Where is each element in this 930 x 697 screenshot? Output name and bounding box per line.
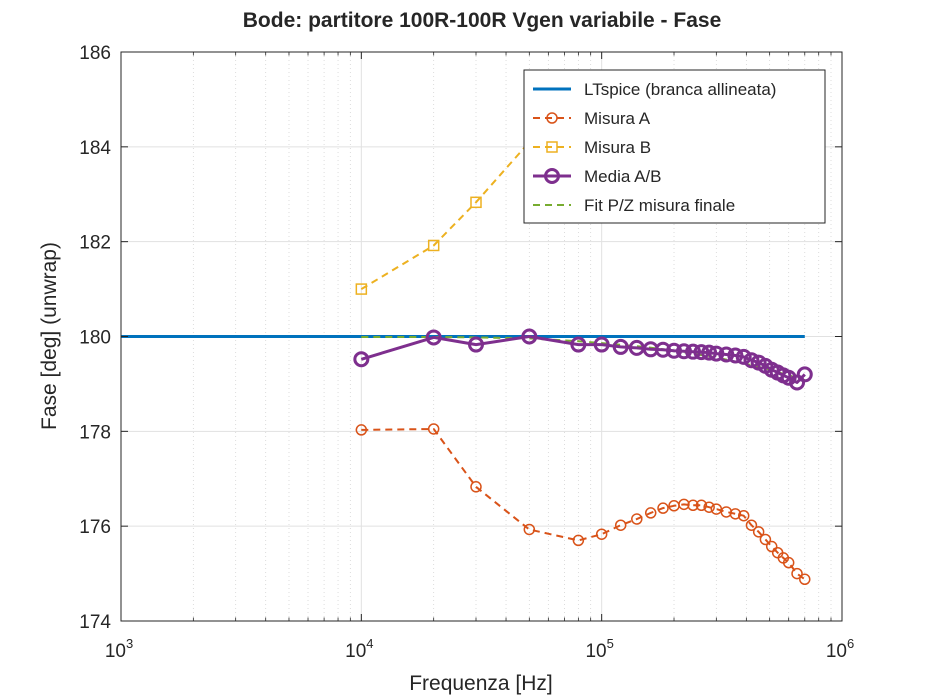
data-point <box>687 499 699 512</box>
x-tick-base: 10 <box>345 641 366 662</box>
data-point <box>614 519 627 531</box>
data-point <box>521 328 538 345</box>
legend-swatch-marker <box>544 168 560 184</box>
y-tick-label: 178 <box>79 422 111 443</box>
y-axis-label: Fase [deg] (unwrap) <box>38 242 61 430</box>
x-axis-label: Frequenza [Hz] <box>409 672 553 695</box>
data-point <box>678 498 690 511</box>
data-point <box>729 508 742 520</box>
legend-swatch-marker <box>546 112 558 124</box>
data-point <box>425 329 442 346</box>
data-point <box>666 342 683 359</box>
data-point <box>523 523 536 536</box>
data-point <box>701 344 718 361</box>
data-point <box>427 423 440 435</box>
data-point <box>612 338 629 355</box>
data-point <box>782 556 795 569</box>
data-point <box>745 519 758 531</box>
y-tick-label: 176 <box>79 517 111 538</box>
series-layer <box>121 136 813 586</box>
legend-label: Fit P/Z misura finale <box>584 196 735 215</box>
data-point <box>796 366 813 383</box>
x-tick-exponent: 6 <box>847 636 854 651</box>
legend-item: Fit P/Z misura finale <box>533 196 735 215</box>
y-tick-label: 184 <box>79 138 111 159</box>
legend-label: Misura B <box>584 138 651 157</box>
y-tick-label: 186 <box>79 43 111 64</box>
data-point <box>727 347 744 364</box>
x-tick-base: 10 <box>585 641 606 662</box>
x-tick-base: 10 <box>105 641 126 662</box>
series-line <box>360 141 531 290</box>
legend-swatch-marker <box>546 141 558 153</box>
data-point <box>675 343 692 360</box>
data-point <box>470 481 482 493</box>
data-point <box>427 239 440 252</box>
chart-title: Bode: partitore 100R-100R Vgen variabile… <box>243 9 722 32</box>
data-point <box>353 351 370 368</box>
x-tick-exponent: 4 <box>366 636 373 651</box>
y-tick-label: 180 <box>79 328 111 349</box>
y-tick-labels: 174 176 178 180 182 184 186 <box>79 43 111 633</box>
x-tick-label: 103 <box>105 636 133 662</box>
series-4 <box>353 328 813 391</box>
data-point <box>468 336 485 353</box>
y-tick-label: 182 <box>79 233 111 254</box>
data-point <box>657 502 669 514</box>
data-point <box>791 567 803 580</box>
x-tick-label: 105 <box>585 636 613 662</box>
data-point <box>693 344 710 361</box>
data-point <box>799 573 811 586</box>
legend-item: Misura B <box>533 138 651 157</box>
series-2 <box>355 423 811 586</box>
x-tick-labels: 103 104 105 106 <box>105 636 854 662</box>
data-point <box>752 526 765 538</box>
data-point <box>355 424 368 436</box>
legend-item: LTspice (branca allineata) <box>533 80 776 99</box>
data-point <box>644 507 657 519</box>
legend: LTspice (branca allineata) Misura A Misura… <box>523 69 826 224</box>
data-point <box>631 513 643 525</box>
data-point <box>735 348 752 365</box>
legend-item: Media A/B <box>533 167 662 186</box>
data-point <box>708 345 725 362</box>
data-point <box>703 501 715 513</box>
data-point <box>570 336 587 353</box>
legend-label: LTspice (branca allineata) <box>584 80 776 99</box>
data-point <box>737 509 750 522</box>
legend-label: Media A/B <box>584 167 662 186</box>
x-tick-label: 104 <box>345 636 373 662</box>
data-point <box>595 528 608 540</box>
legend-item: Misura A <box>533 109 651 128</box>
legend-box <box>523 69 826 224</box>
data-point <box>355 283 368 295</box>
legend-label: Misura A <box>584 109 651 128</box>
y-tick-label: 174 <box>79 612 111 633</box>
data-point <box>593 336 610 353</box>
x-tick-base: 10 <box>826 641 847 662</box>
x-tick-exponent: 5 <box>607 636 614 651</box>
data-point <box>470 196 482 209</box>
data-point <box>765 540 778 553</box>
data-point <box>695 499 708 512</box>
x-tick-exponent: 3 <box>126 636 133 651</box>
x-tick-label: 106 <box>826 636 854 662</box>
series-line <box>360 335 806 384</box>
data-point <box>759 533 772 546</box>
data-point <box>743 352 760 369</box>
data-point <box>572 534 585 547</box>
data-point <box>655 341 672 358</box>
axis-ticks <box>120 51 843 622</box>
data-point <box>718 346 735 363</box>
data-point <box>685 343 702 360</box>
